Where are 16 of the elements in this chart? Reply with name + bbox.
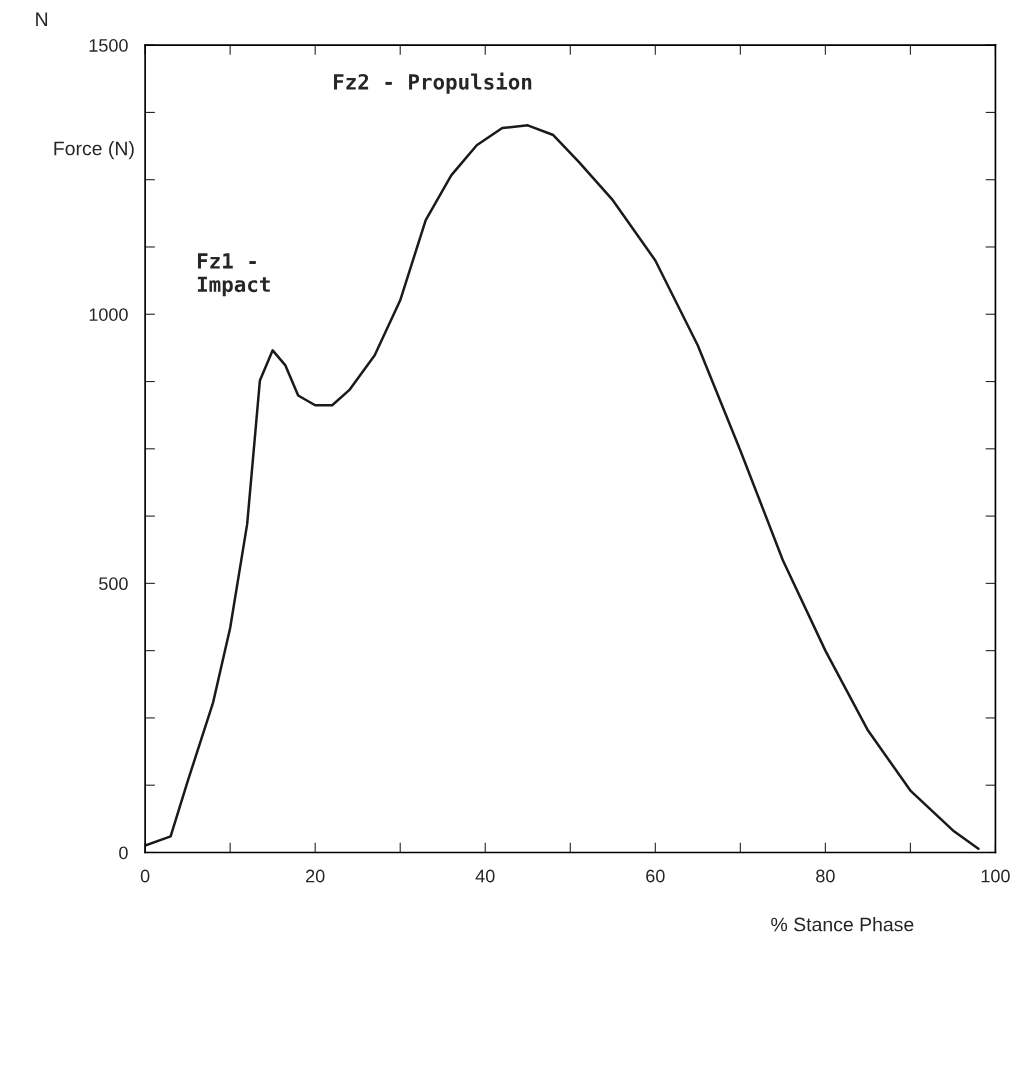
x-tick-label: 100	[981, 869, 1010, 883]
x-axis-title: % Stance Phase	[771, 917, 914, 932]
y-axis-title: Force (N)	[54, 141, 134, 160]
annotation: Fz1 - Impact	[197, 253, 270, 297]
text: N	[36, 12, 48, 26]
y-tick-label: 1000	[89, 308, 128, 321]
y-tick-label: 1500	[89, 39, 128, 52]
line-series	[145, 124, 980, 850]
annotation: Fz2 - Propulsion	[334, 72, 532, 94]
x-tick-label: 60	[646, 869, 665, 883]
y-tick-label: 0	[119, 846, 128, 860]
x-tick-label: 0	[140, 869, 150, 883]
x-tick-label: 20	[306, 869, 325, 883]
x-tick-label: 40	[475, 869, 495, 883]
x-tick-label: 80	[816, 869, 835, 883]
y-tick-label: 500	[99, 577, 128, 591]
